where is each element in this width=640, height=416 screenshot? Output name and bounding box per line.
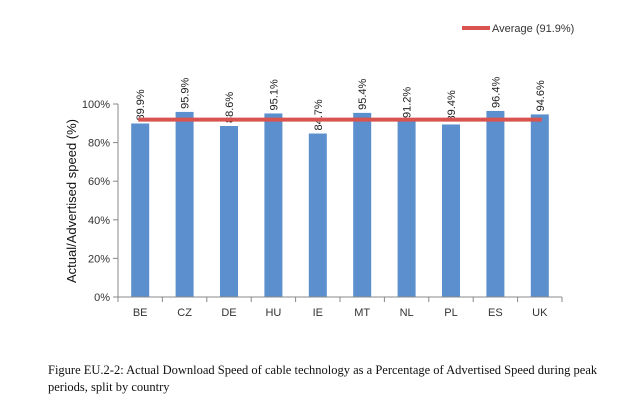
x-tick-label: ES — [488, 307, 503, 319]
data-label-pl: 89.4% — [446, 90, 458, 121]
y-tick-label: 20% — [88, 253, 110, 265]
y-tick-label: 40% — [88, 215, 110, 227]
y-axis-title: Actual/Advertised speed (%) — [64, 119, 79, 283]
x-axis: BE CZ DE HU IE MT NL PL ES UK — [117, 296, 563, 319]
y-tick-label: 0% — [94, 292, 110, 304]
x-tick-label: DE — [221, 307, 236, 319]
x-tick-label: HU — [265, 307, 281, 319]
bar-de — [220, 126, 238, 297]
bar-es — [486, 110, 505, 297]
data-label-be: 89.9% — [135, 89, 147, 120]
x-tick-label: NL — [400, 307, 414, 319]
legend-average-label: Average (91.9%) — [492, 23, 574, 35]
data-label-uk: 94.6% — [535, 80, 547, 111]
data-label-ie: 84.7% — [313, 99, 325, 130]
figure-caption: Figure EU.2-2: Actual Download Speed of … — [48, 363, 598, 394]
data-label-de: 88.6% — [224, 92, 236, 123]
bar-chart: Average (91.9%) Actual/Advertised speed … — [64, 23, 574, 319]
x-tick-label: CZ — [177, 307, 192, 319]
data-label-nl: 91.2% — [402, 87, 414, 118]
x-tick-label: BE — [133, 307, 148, 319]
x-tick-label: MT — [354, 307, 370, 319]
legend: Average (91.9%) — [462, 23, 574, 35]
bar-be — [131, 123, 150, 297]
bar-pl — [442, 124, 460, 297]
y-tick-label: 80% — [88, 138, 110, 150]
data-label-es: 96.4% — [490, 77, 502, 108]
data-label-mt: 95.4% — [357, 78, 369, 109]
bar-hu — [264, 113, 283, 297]
data-label-hu: 95.1% — [268, 79, 280, 110]
y-tick-label: 60% — [88, 176, 110, 188]
x-tick-label: UK — [532, 307, 548, 319]
y-tick-label: 100% — [82, 99, 110, 111]
data-labels: 89.9% 95.9% 88.6% 95.1% 84.7% 95.4% 91.2% 89.4%… — [135, 77, 547, 131]
y-axis: 0% 20% 40% 60% 80% 100% — [82, 99, 119, 304]
data-label-cz: 95.9% — [180, 78, 192, 109]
bar-uk — [530, 114, 549, 297]
bar-ie — [308, 133, 327, 297]
bar-cz — [175, 111, 194, 298]
bars — [131, 110, 549, 298]
bar-mt — [353, 112, 372, 298]
bar-nl — [397, 120, 416, 297]
x-tick-label: IE — [313, 307, 323, 319]
x-tick-label: PL — [444, 307, 457, 319]
